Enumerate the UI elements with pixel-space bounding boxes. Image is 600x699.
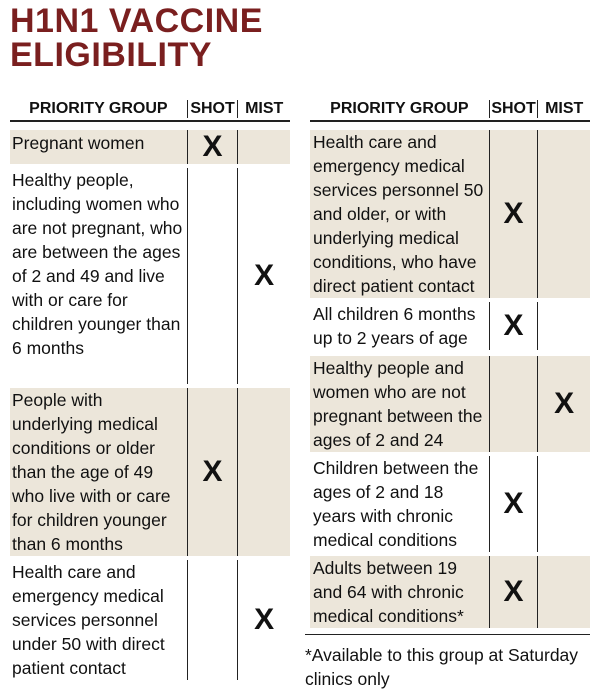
mist-cell xyxy=(237,388,290,556)
priority-group-cell: Health care and emergency medical servic… xyxy=(313,132,484,296)
mist-cell xyxy=(537,130,590,298)
header-priority-group: PRIORITY GROUP xyxy=(330,100,469,117)
shot-cell xyxy=(488,356,538,452)
priority-group-cell: Health care and emergency medical servic… xyxy=(12,562,165,678)
header-shot: SHOT xyxy=(488,100,538,118)
priority-group-cell: People with underlying medical condition… xyxy=(12,390,171,554)
priority-group-cell: Children between the ages of 2 and 18 ye… xyxy=(313,458,479,550)
shot-cell: X xyxy=(488,556,538,628)
table-row: Health care and emergency medical servic… xyxy=(310,130,590,298)
table-row: Healthy people, including women who are … xyxy=(10,168,290,384)
header-priority-group: PRIORITY GROUP xyxy=(29,100,168,117)
footnote-divider xyxy=(305,634,590,635)
table-row: All children 6 months up to 2 years of a… xyxy=(310,302,590,350)
shot-cell xyxy=(186,560,238,680)
shot-cell: X xyxy=(186,388,238,556)
priority-group-cell: Pregnant women xyxy=(12,133,145,153)
table-row: Pregnant women X xyxy=(10,130,290,164)
mist-cell: X xyxy=(237,168,290,384)
mist-cell xyxy=(237,130,290,164)
right-table: PRIORITY GROUP SHOT MIST Health care and… xyxy=(310,98,590,628)
left-table: PRIORITY GROUP SHOT MIST Pregnant women … xyxy=(10,98,290,680)
left-table-header: PRIORITY GROUP SHOT MIST xyxy=(10,98,290,122)
priority-group-cell: Healthy people and women who are not pre… xyxy=(313,358,483,450)
table-row: Children between the ages of 2 and 18 ye… xyxy=(310,456,590,552)
shot-cell: X xyxy=(186,130,238,164)
shot-cell xyxy=(186,168,238,384)
title-line-2: ELIGIBILITY xyxy=(10,36,212,74)
mist-cell xyxy=(537,456,590,552)
header-mist: MIST xyxy=(537,100,590,118)
table-row: Healthy people and women who are not pre… xyxy=(310,356,590,452)
priority-group-cell: Healthy people, including women who are … xyxy=(12,170,183,358)
shot-cell: X xyxy=(488,302,538,350)
table-row: Health care and emergency medical servic… xyxy=(10,560,290,680)
priority-group-cell: Adults between 19 and 64 with chronic me… xyxy=(313,558,464,626)
table-row: Adults between 19 and 64 with chronic me… xyxy=(310,556,590,628)
shot-cell: X xyxy=(488,130,538,298)
header-mist: MIST xyxy=(237,100,290,118)
footnote: *Available to this group at Saturday cli… xyxy=(305,645,579,689)
page-title: H1N1 VACCINE ELIGIBILITY xyxy=(10,4,263,72)
shot-cell: X xyxy=(488,456,538,552)
priority-group-cell: All children 6 months up to 2 years of a… xyxy=(313,304,476,348)
table-row: People with underlying medical condition… xyxy=(10,388,290,556)
right-table-header: PRIORITY GROUP SHOT MIST xyxy=(310,98,590,122)
mist-cell xyxy=(537,302,590,350)
mist-cell: X xyxy=(237,560,290,680)
title-line-1: H1N1 VACCINE xyxy=(10,2,263,40)
mist-cell xyxy=(537,556,590,628)
mist-cell: X xyxy=(537,356,590,452)
header-shot: SHOT xyxy=(186,100,238,118)
